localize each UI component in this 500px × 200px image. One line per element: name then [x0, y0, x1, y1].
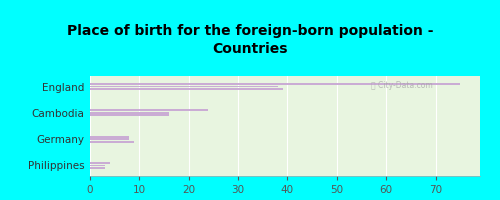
- Text: ⓘ City-Data.com: ⓘ City-Data.com: [371, 81, 432, 90]
- Bar: [90, 109, 208, 111]
- Bar: [90, 112, 169, 114]
- Bar: [90, 83, 461, 85]
- Bar: [90, 165, 105, 166]
- Bar: [90, 114, 169, 116]
- Bar: [90, 136, 130, 138]
- Bar: [90, 167, 105, 169]
- Bar: [90, 88, 282, 90]
- Bar: [90, 86, 278, 87]
- Bar: [90, 138, 130, 140]
- Text: Place of birth for the foreign-born population -
Countries: Place of birth for the foreign-born popu…: [67, 24, 433, 56]
- Bar: [90, 162, 110, 164]
- Bar: [90, 141, 134, 143]
